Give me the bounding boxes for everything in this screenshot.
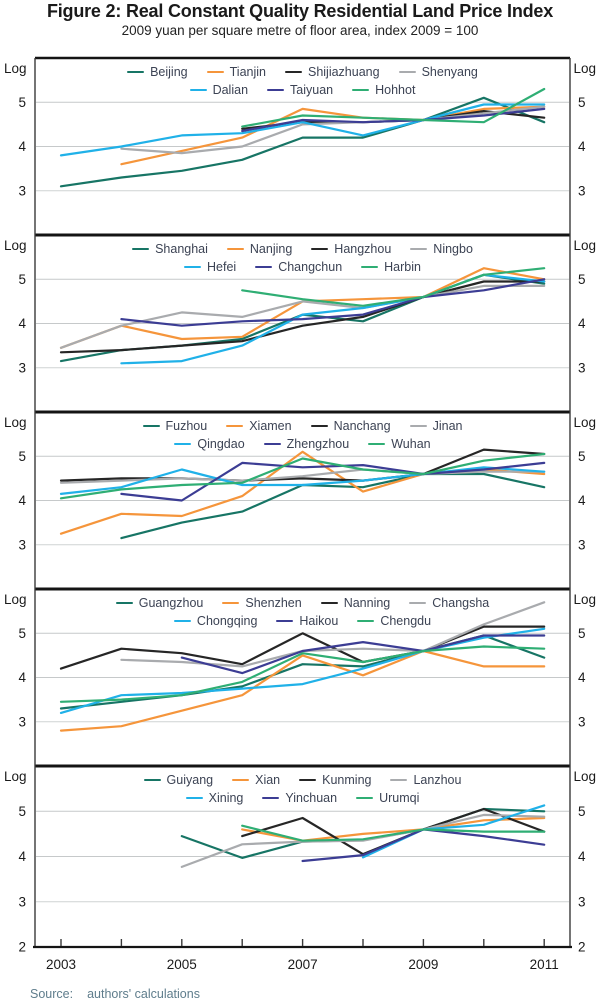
y-tick-label: 5 — [18, 95, 26, 110]
y-tick-label: 5 — [18, 449, 26, 464]
log-axis-label: Log — [573, 61, 596, 76]
series-line-urumqi — [241, 824, 546, 842]
y-tick-label: 4 — [578, 670, 586, 685]
y-tick-label: 5 — [578, 449, 586, 464]
series-line-jinan — [59, 468, 546, 484]
y-tick-label: 3 — [18, 183, 26, 198]
panel-gridlines — [36, 278, 569, 369]
series-line-changchun — [120, 278, 546, 327]
x-tick-label: 2011 — [530, 957, 559, 972]
y-tick-label: 3 — [578, 183, 586, 198]
panel-series — [180, 804, 546, 869]
y-tick-label: 3 — [578, 537, 586, 552]
series-line-zhengzhou — [120, 461, 546, 502]
series-line-dalian — [59, 103, 546, 157]
source-text: authors' calculations — [87, 987, 200, 1001]
series-line-fuzhou — [120, 472, 546, 540]
y-tick-label: 4 — [18, 139, 26, 154]
y-tick-label: 3 — [18, 714, 26, 729]
series-line-haikou — [180, 634, 546, 675]
y-tick-label: 5 — [578, 626, 586, 641]
y-tick-label: 4 — [18, 670, 26, 685]
y-tick-label: 4 — [578, 139, 586, 154]
panel-4-south: 5 5 4 4 3 3 Log Log — [4, 587, 596, 732]
series-line-lanzhou — [180, 813, 546, 869]
panel-series — [59, 601, 546, 732]
y-tick-label: 5 — [18, 626, 26, 641]
y-tick-label: 3 — [578, 894, 586, 909]
series-line-tianjin — [120, 105, 546, 166]
log-axis-label: Log — [4, 238, 27, 253]
panel-3-central: 5 5 4 4 3 3 Log Log — [4, 410, 596, 552]
series-line-chongqing — [59, 627, 546, 715]
land-price-chart: 5 5 4 4 3 3 Log Log 5 5 4 4 3 3 Log Log 5 5 4 4 3 3 Log Log 5 5 4 4… — [4, 56, 596, 972]
y-tick-label: 4 — [578, 493, 586, 508]
log-axis-label: Log — [4, 592, 27, 607]
source-note: Source: authors' calculations — [30, 987, 200, 1001]
series-line-shenzhen — [59, 649, 546, 732]
figure-title: Figure 2: Real Constant Quality Resident… — [46, 1, 554, 21]
panel-2-east: 5 5 4 4 3 3 Log Log — [4, 233, 596, 375]
series-line-hangzhou — [59, 280, 546, 354]
series-line-qingdao — [59, 466, 546, 495]
y-tick-label: 5 — [578, 272, 586, 287]
x-tick-label: 2005 — [167, 957, 197, 972]
panel-series — [59, 87, 546, 188]
y-tick-label: 5 — [18, 804, 26, 819]
log-axis-label: Log — [573, 415, 596, 430]
panel-series — [59, 448, 546, 540]
series-line-ningbo — [59, 284, 546, 349]
series-line-taiyuan — [241, 107, 546, 133]
x-tick-label: 2009 — [408, 957, 438, 972]
series-line-nanchang — [59, 448, 546, 482]
y-tick-label: 4 — [18, 493, 26, 508]
y-tick-label: 3 — [578, 360, 586, 375]
log-axis-label: Log — [4, 415, 27, 430]
y-tick-label: 5 — [578, 804, 586, 819]
panel-gridlines — [36, 810, 569, 903]
y-tick-label: 4 — [18, 849, 26, 864]
y-tick-label: 3 — [18, 894, 26, 909]
y-tick-label: 4 — [18, 316, 26, 331]
y-tick-label: 4 — [578, 316, 586, 331]
figure-subtitle: 2009 yuan per square metre of floor area… — [121, 23, 479, 38]
y-tick-label: 5 — [18, 272, 26, 287]
source-label: Source: — [30, 987, 74, 1001]
series-line-chengdu — [59, 645, 546, 703]
series-line-shenyang — [120, 105, 546, 155]
panel-series — [59, 267, 546, 365]
chart-area: 5 5 4 4 3 3 Log Log 5 5 4 4 3 3 Log Log 5 5 4 4 3 3 Log Log 5 5 4 4… — [0, 56, 600, 988]
y-tick-label: 4 — [578, 849, 586, 864]
series-line-hohhot — [241, 87, 546, 128]
y-tick-label: 3 — [18, 537, 26, 552]
y-tick-label: 2 — [18, 940, 26, 955]
x-tick-label: 2003 — [46, 957, 76, 972]
y-tick-label: 3 — [18, 360, 26, 375]
series-line-wuhan — [59, 452, 546, 500]
x-tick-label: 2007 — [288, 957, 318, 972]
log-axis-label: Log — [573, 592, 596, 607]
series-line-beijing — [59, 96, 546, 188]
panel-1-north: 5 5 4 4 3 3 Log Log — [4, 56, 596, 198]
y-tick-label: 3 — [578, 714, 586, 729]
y-tick-label: 2 — [578, 940, 586, 955]
log-axis-label: Log — [573, 769, 596, 784]
series-line-nanning — [59, 625, 546, 670]
series-line-changsha — [120, 601, 546, 668]
log-axis-label: Log — [4, 61, 27, 76]
log-axis-label: Log — [573, 238, 596, 253]
log-axis-label: Log — [4, 769, 27, 784]
y-tick-label: 5 — [578, 95, 586, 110]
series-line-harbin — [241, 267, 546, 307]
x-axis-ticks — [60, 939, 545, 946]
panel-gridlines — [36, 455, 569, 546]
panel-5-west: 5 5 4 4 3 3 2 2 Log Log — [4, 764, 596, 955]
